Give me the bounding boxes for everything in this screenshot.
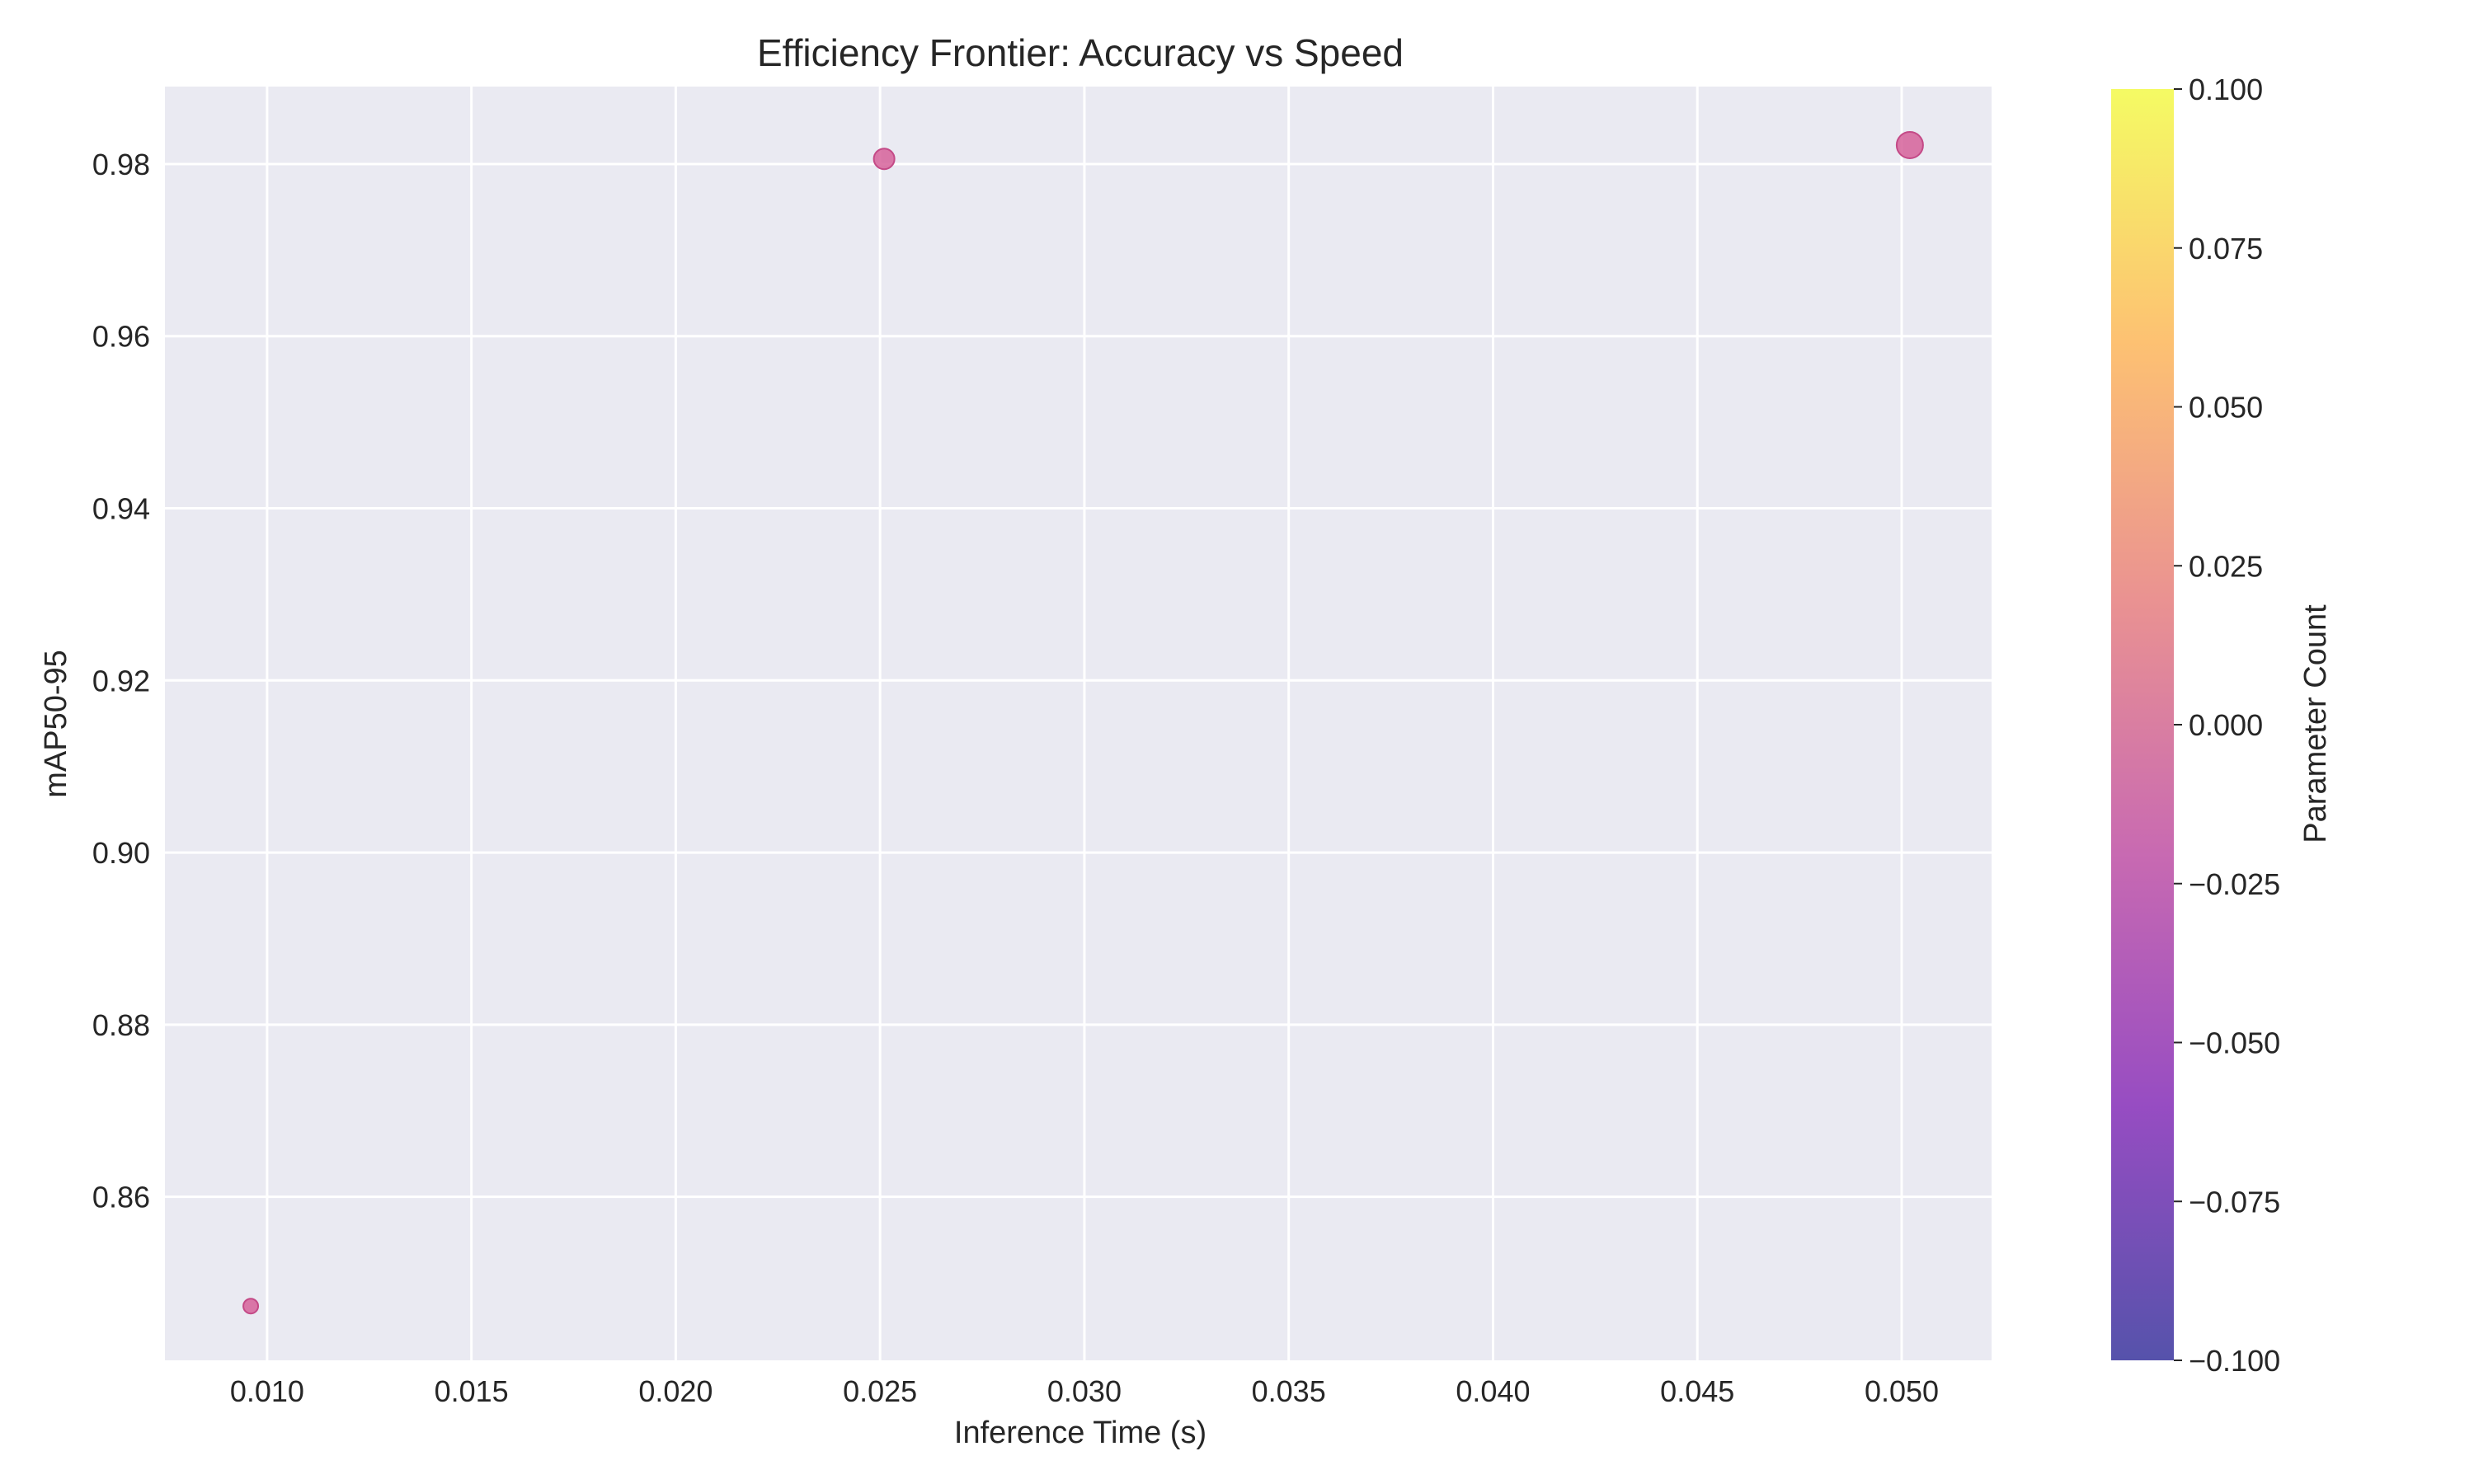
y-tick-label: 0.86 xyxy=(92,1181,150,1214)
colorbar-label: Parameter Count xyxy=(2298,604,2333,843)
x-tick-label: 0.030 xyxy=(1047,1374,1122,1408)
colorbar xyxy=(2111,89,2174,1360)
colorbar-tick-label: −0.050 xyxy=(2189,1026,2280,1060)
colorbar-tick-label: 0.100 xyxy=(2189,73,2263,106)
colorbar-tick-label: −0.075 xyxy=(2189,1185,2280,1219)
x-tick-label: 0.035 xyxy=(1252,1374,1326,1408)
y-tick-label: 0.90 xyxy=(92,836,150,870)
colorbar-tick-label: 0.000 xyxy=(2189,708,2263,742)
colorbar-tick-label: −0.025 xyxy=(2189,867,2280,901)
colorbar-tick-label: 0.025 xyxy=(2189,549,2263,583)
colorbar-tick-label: 0.075 xyxy=(2189,232,2263,265)
colorbar-ticks: 0.100 0.075 0.050 0.025 0.000 −0.025 −0.050 −0.… xyxy=(2174,73,2280,1378)
colorbar-tick-label: −0.100 xyxy=(2189,1344,2280,1378)
y-tick-label: 0.98 xyxy=(92,148,150,181)
chart-title: Efficiency Frontier: Accuracy vs Speed xyxy=(757,31,1404,74)
y-tick-label: 0.92 xyxy=(92,664,150,697)
y-tick-label: 0.88 xyxy=(92,1008,150,1042)
x-tick-label: 0.025 xyxy=(843,1374,917,1408)
x-tick-label: 0.015 xyxy=(435,1374,509,1408)
grid-lines xyxy=(165,87,1992,1360)
scatter-point xyxy=(872,148,896,171)
plot-area xyxy=(165,87,1992,1360)
x-axis-label: Inference Time (s) xyxy=(954,1416,1206,1450)
scatter-point xyxy=(1895,130,1924,159)
y-axis-ticks: 0.86 0.88 0.90 0.92 0.94 0.96 0.98 xyxy=(92,148,150,1214)
scatter-points xyxy=(242,130,1924,1315)
x-axis-ticks: 0.010 0.015 0.020 0.025 0.030 0.035 0.040 0.045… xyxy=(230,1374,1939,1408)
scatter-point xyxy=(242,1298,260,1315)
x-tick-label: 0.020 xyxy=(638,1374,713,1408)
x-tick-label: 0.040 xyxy=(1456,1374,1530,1408)
x-tick-label: 0.050 xyxy=(1865,1374,1939,1408)
y-tick-label: 0.96 xyxy=(92,320,150,354)
x-tick-label: 0.010 xyxy=(230,1374,304,1408)
colorbar-tick-label: 0.050 xyxy=(2189,391,2263,425)
y-axis-label: mAP50-95 xyxy=(39,650,73,798)
x-tick-label: 0.045 xyxy=(1660,1374,1734,1408)
y-tick-label: 0.94 xyxy=(92,492,150,526)
